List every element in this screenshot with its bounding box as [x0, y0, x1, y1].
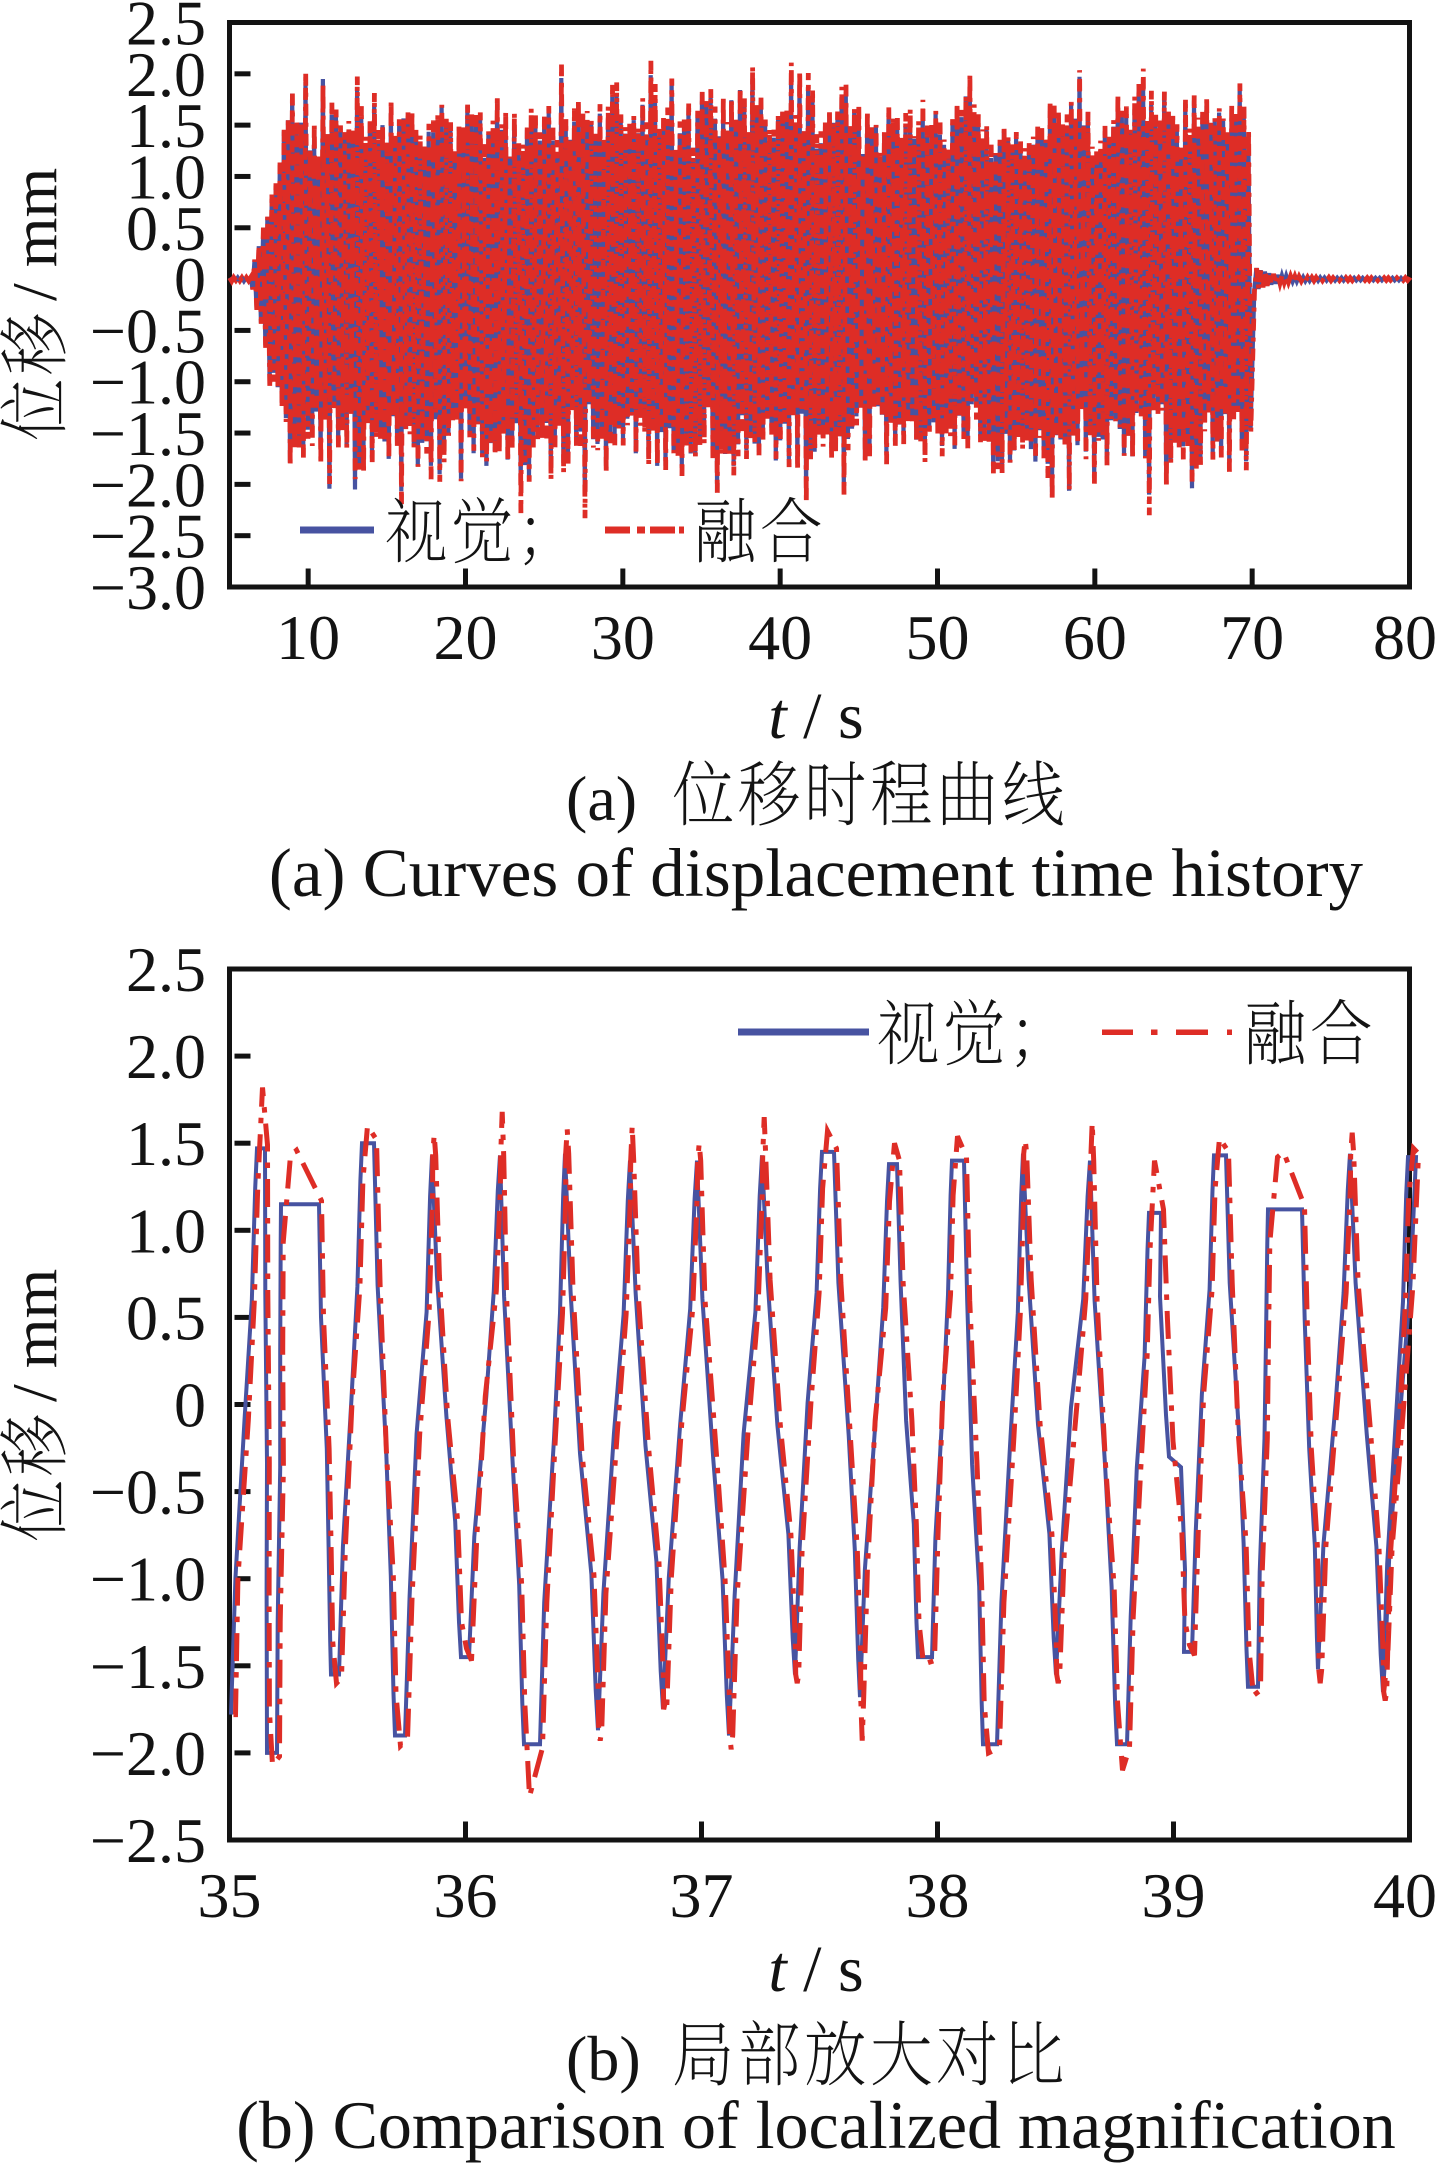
svg-text:(b): (b)	[566, 2023, 641, 2094]
svg-text:/ mm: / mm	[0, 168, 70, 301]
svg-text:60: 60	[1063, 602, 1127, 673]
svg-text:0: 0	[174, 1370, 206, 1441]
svg-text:38: 38	[906, 1860, 970, 1931]
svg-text:2.5: 2.5	[126, 934, 206, 1005]
svg-text:−1.5: −1.5	[90, 1631, 206, 1702]
svg-text:0: 0	[174, 244, 206, 315]
svg-text:(a) Curves of displacement ti: (a) Curves of displacement time history	[269, 835, 1364, 911]
svg-text:0.5: 0.5	[126, 1282, 206, 1353]
svg-text:−1.0: −1.0	[90, 1544, 206, 1615]
svg-text:0.5: 0.5	[126, 193, 206, 264]
svg-text:−0.5: −0.5	[90, 295, 206, 366]
svg-text:−0.5: −0.5	[90, 1457, 206, 1528]
svg-text:10: 10	[276, 602, 340, 673]
svg-text:39: 39	[1142, 1860, 1206, 1931]
svg-text:t / s: t / s	[768, 680, 863, 753]
svg-text:2.0: 2.0	[126, 1021, 206, 1092]
svg-text:80: 80	[1373, 602, 1437, 673]
svg-text:−1.0: −1.0	[90, 347, 206, 418]
svg-text:36: 36	[434, 1860, 498, 1931]
svg-text:−2.5: −2.5	[90, 501, 206, 572]
svg-text:2.5: 2.5	[126, 0, 206, 59]
svg-text:30: 30	[591, 602, 655, 673]
svg-text:(a): (a)	[566, 763, 637, 834]
svg-text:1.5: 1.5	[126, 1108, 206, 1179]
svg-text:50: 50	[906, 602, 970, 673]
svg-text:1.5: 1.5	[126, 90, 206, 161]
svg-text:37: 37	[670, 1860, 734, 1931]
svg-text:−3.0: −3.0	[90, 552, 206, 623]
svg-text:/ mm: / mm	[0, 1269, 70, 1402]
svg-text:−2.5: −2.5	[90, 1805, 206, 1876]
svg-text:1.0: 1.0	[126, 1195, 206, 1266]
svg-text:70: 70	[1220, 602, 1284, 673]
svg-text:2.0: 2.0	[126, 39, 206, 110]
svg-text:1.0: 1.0	[126, 141, 206, 212]
svg-text:20: 20	[434, 602, 498, 673]
svg-text:40: 40	[748, 602, 812, 673]
svg-text:−1.5: −1.5	[90, 398, 206, 469]
svg-text:40: 40	[1373, 1860, 1437, 1931]
svg-text:35: 35	[198, 1860, 262, 1931]
svg-text:t / s: t / s	[768, 1933, 863, 2006]
svg-text:(b) Comparison of localized m: (b) Comparison of localized magnificatio…	[236, 2087, 1395, 2163]
svg-text:−2.0: −2.0	[90, 1718, 206, 1789]
svg-text:−2.0: −2.0	[90, 449, 206, 520]
